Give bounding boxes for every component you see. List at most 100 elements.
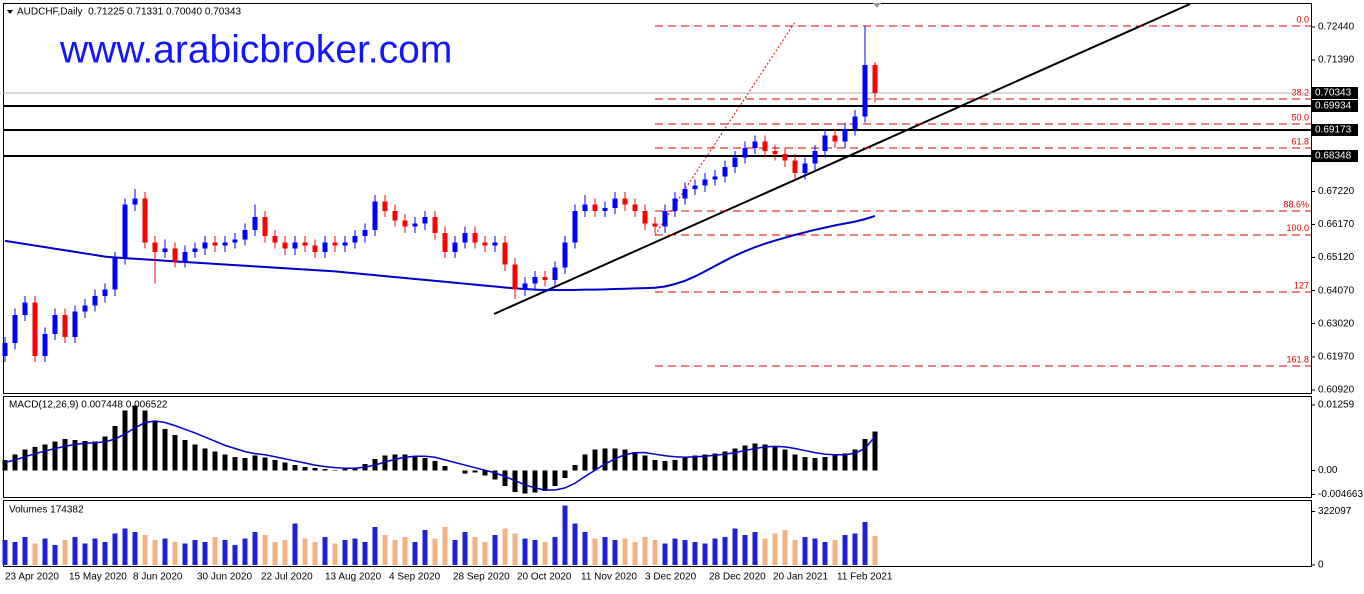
bar (822, 456, 828, 471)
bar (322, 536, 328, 565)
level-label: 0.69173 (1315, 125, 1352, 136)
candle-body (792, 160, 798, 174)
bar (112, 533, 118, 565)
bar (252, 531, 258, 565)
bar (182, 440, 188, 471)
bar (862, 521, 868, 565)
bar (232, 456, 238, 471)
candle-body (102, 289, 108, 296)
bar (672, 459, 678, 471)
bar (152, 420, 158, 471)
bar (402, 536, 408, 565)
candle-body (502, 242, 508, 265)
candle-body (652, 223, 658, 227)
y-tick-label: 0.61970 (1318, 351, 1355, 362)
x-tick-label: 20 Jan 2021 (773, 572, 828, 583)
bar (72, 536, 78, 565)
bar (682, 457, 688, 471)
candle-body (282, 242, 288, 249)
bar (292, 465, 298, 471)
x-tick-label: 3 Dec 2020 (645, 572, 697, 583)
bar (162, 538, 168, 565)
bar (472, 470, 478, 473)
candle-body (672, 198, 678, 211)
bar (772, 533, 778, 565)
bar (702, 454, 708, 471)
bar (752, 531, 758, 565)
bar (252, 455, 258, 471)
bar (662, 460, 668, 471)
candle-body (22, 302, 28, 315)
candle-body (32, 302, 38, 356)
bar (652, 540, 658, 565)
y-tick-label: 0.64070 (1318, 285, 1355, 296)
candle-body (642, 210, 648, 224)
bar (222, 540, 228, 565)
candle-body (252, 217, 258, 230)
bar (662, 543, 668, 565)
bar (202, 541, 208, 565)
bar (612, 540, 618, 565)
bar (112, 426, 118, 471)
candle-body (722, 166, 728, 177)
candle-body (422, 217, 428, 224)
y-tick-label: 0.63020 (1318, 318, 1355, 329)
bar (602, 536, 608, 565)
bar (362, 541, 368, 565)
y-tick-label: 0.67220 (1318, 186, 1355, 197)
bar (422, 530, 428, 565)
bar (132, 405, 138, 471)
bar (282, 462, 288, 471)
bar (712, 538, 718, 565)
bar (142, 410, 148, 471)
bar (502, 528, 508, 565)
bar (832, 455, 838, 471)
fib-label: 38.2 (1291, 87, 1309, 97)
bar (52, 545, 58, 565)
bar (372, 526, 378, 565)
bar (162, 428, 168, 471)
bar (402, 454, 408, 471)
bar (82, 543, 88, 565)
bar (622, 538, 628, 565)
bar (672, 538, 678, 565)
bar (502, 470, 508, 486)
bar (812, 538, 818, 565)
bar (42, 538, 48, 565)
candle-body (42, 333, 48, 356)
bar (872, 536, 878, 565)
bar (642, 536, 648, 565)
bar (642, 455, 648, 471)
fib-label: 88.6% (1283, 199, 1309, 209)
bar (102, 541, 108, 565)
shift-marker (873, 3, 881, 8)
bar (382, 455, 388, 471)
y-tick-label: 0.71390 (1318, 55, 1355, 66)
candle-body (752, 141, 758, 148)
bar (412, 456, 418, 471)
y-tick-label: 0 (1318, 560, 1324, 571)
x-tick-label: 23 Apr 2020 (5, 572, 59, 583)
bar (872, 431, 878, 471)
candle-body (392, 210, 398, 221)
bar (62, 540, 68, 565)
bar (192, 540, 198, 565)
bar (332, 543, 338, 565)
candle-body (782, 154, 788, 161)
bar (432, 538, 438, 565)
bar (312, 541, 318, 565)
fib-label: 61.8 (1291, 136, 1309, 146)
bar (772, 446, 778, 471)
bar (342, 469, 348, 471)
bar (442, 466, 448, 471)
fib-label: 127 (1294, 280, 1309, 290)
bar (482, 541, 488, 565)
candle-body (142, 198, 148, 243)
candle-body (812, 151, 818, 164)
bar (572, 523, 578, 565)
menu-arrow (7, 10, 13, 14)
fib-label: 0.0 (1296, 14, 1309, 24)
bar (722, 536, 728, 565)
candle-body (362, 229, 368, 237)
